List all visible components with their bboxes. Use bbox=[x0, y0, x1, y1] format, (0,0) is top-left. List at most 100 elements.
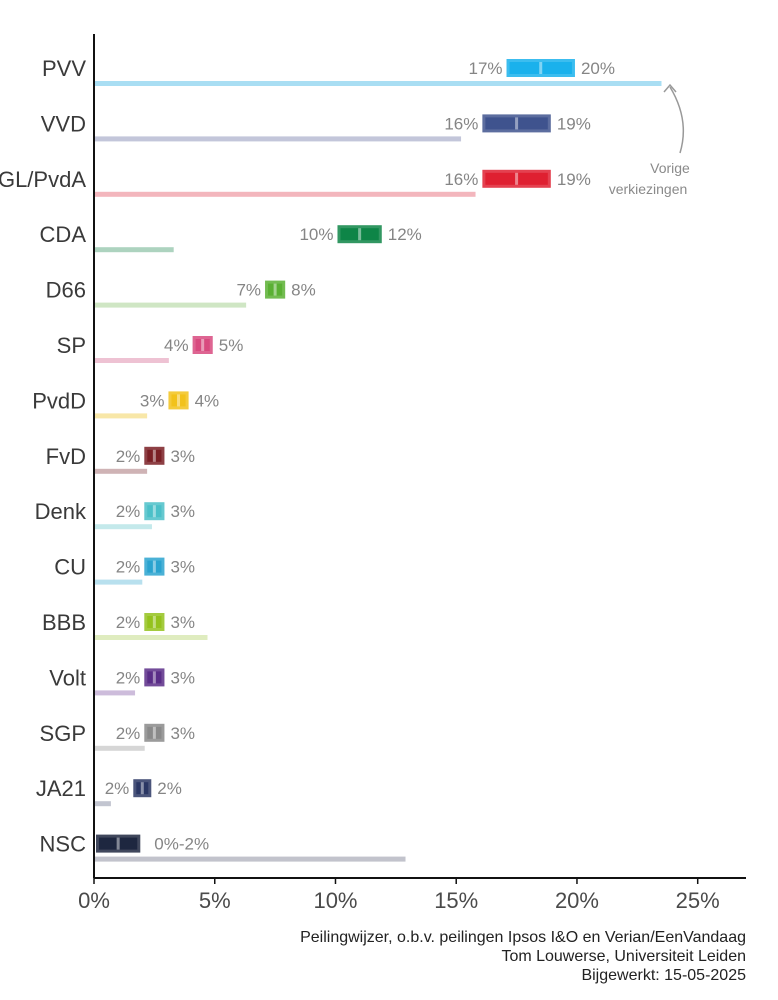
poll-range-inner-bbb bbox=[147, 616, 162, 628]
x-tick-label-0: 0% bbox=[78, 888, 110, 913]
poll-range-midline-cda bbox=[358, 228, 362, 241]
previous-election-bar-bbb bbox=[94, 635, 208, 640]
poll-range-midline-cu bbox=[152, 560, 156, 573]
annotation-text-line1: Vorige bbox=[650, 160, 690, 176]
poll-range-midline-nsc bbox=[116, 837, 120, 850]
party-label-fvd: FvD bbox=[46, 444, 86, 469]
poll-range-inner-pvdd bbox=[171, 394, 186, 407]
previous-election-bar-sp bbox=[94, 358, 169, 363]
previous-election-bar-fvd bbox=[94, 468, 148, 474]
poll-range-inner-sp bbox=[195, 339, 210, 351]
poll-range-inner-cda bbox=[340, 228, 379, 241]
party-label-cu: CU bbox=[54, 555, 86, 580]
high-label-ja21: 2% bbox=[157, 779, 182, 798]
poll-range-inner-denk bbox=[147, 505, 162, 518]
poll-range-inner-cu bbox=[147, 560, 162, 573]
high-label-d66: 8% bbox=[291, 281, 316, 300]
previous-election-bar-ja21 bbox=[94, 801, 111, 807]
poll-range-inner-d66 bbox=[268, 283, 283, 296]
party-label-vvd: VVD bbox=[41, 111, 86, 136]
poll-range-midline-pvdd bbox=[177, 394, 181, 407]
party-label-denk: Denk bbox=[35, 499, 87, 524]
footer-updated: Bijgewerkt: 15-05-2025 bbox=[581, 967, 746, 984]
x-tick-label-2: 10% bbox=[313, 888, 357, 913]
previous-election-bar-d66 bbox=[94, 302, 247, 308]
range-label-nsc: 0%-2% bbox=[154, 835, 209, 854]
poll-range-midline-sgp bbox=[152, 726, 156, 739]
poll-range-inner-fvd bbox=[147, 449, 162, 462]
previous-election-bar-nsc bbox=[94, 856, 406, 862]
low-label-bbb: 2% bbox=[116, 613, 141, 632]
high-label-fvd: 3% bbox=[170, 447, 195, 466]
footer-author: Tom Louwerse, Universiteit Leiden bbox=[501, 948, 746, 965]
x-tick-label-5: 25% bbox=[676, 888, 720, 913]
poll-range-midline-denk bbox=[152, 505, 156, 518]
party-label-ja21: JA21 bbox=[36, 776, 86, 801]
high-label-cu: 3% bbox=[170, 558, 195, 577]
previous-election-bar-denk bbox=[94, 524, 152, 530]
party-label-pvdd: PvdD bbox=[32, 388, 86, 413]
previous-election-bar-cda bbox=[94, 247, 174, 253]
poll-range-midline-pvv bbox=[539, 62, 543, 74]
poll-range-midline-fvd bbox=[152, 449, 156, 462]
annotation-arrow bbox=[669, 86, 685, 154]
footer-source: Peilingwijzer, o.b.v. peilingen Ipsos I&… bbox=[300, 929, 746, 946]
previous-election-bar-pvv bbox=[94, 81, 662, 86]
party-label-cda: CDA bbox=[40, 222, 87, 247]
low-label-fvd: 2% bbox=[116, 447, 141, 466]
chart-footer: Peilingwijzer, o.b.v. peilingen Ipsos I&… bbox=[300, 928, 746, 985]
previous-election-bar-gl-pvda bbox=[94, 191, 476, 197]
low-label-volt: 2% bbox=[116, 668, 141, 687]
annotation-arrowhead bbox=[663, 83, 677, 93]
low-label-sgp: 2% bbox=[116, 724, 141, 743]
party-label-d66: D66 bbox=[46, 278, 86, 303]
poll-range-inner-volt bbox=[147, 671, 162, 684]
poll-range-inner-vvd bbox=[485, 117, 548, 130]
previous-election-bar-volt bbox=[94, 690, 136, 696]
previous-election-bar-vvd bbox=[94, 136, 462, 142]
low-label-cda: 10% bbox=[299, 225, 333, 244]
poll-range-inner-pvv bbox=[509, 62, 572, 74]
low-label-gl-pvda: 16% bbox=[444, 170, 478, 189]
previous-election-bar-sgp bbox=[94, 745, 145, 751]
poll-range-midline-sp bbox=[201, 339, 205, 351]
low-label-pvdd: 3% bbox=[140, 391, 165, 410]
poll-range-midline-bbb bbox=[152, 616, 156, 628]
low-label-cu: 2% bbox=[116, 558, 141, 577]
x-tick-label-4: 20% bbox=[555, 888, 599, 913]
x-tick-label-1: 5% bbox=[199, 888, 231, 913]
poll-range-inner-sgp bbox=[147, 726, 162, 739]
low-label-vvd: 16% bbox=[444, 114, 478, 133]
party-label-sp: SP bbox=[57, 333, 86, 358]
party-label-bbb: BBB bbox=[42, 610, 86, 635]
poll-range-midline-d66 bbox=[273, 283, 277, 296]
low-label-pvv: 17% bbox=[468, 59, 502, 78]
poll-range-midline-ja21 bbox=[140, 782, 144, 795]
poll-range-midline-gl-pvda bbox=[515, 172, 519, 185]
poll-range-inner-ja21 bbox=[136, 782, 149, 795]
party-label-pvv: PVV bbox=[42, 56, 86, 81]
previous-election-bar-cu bbox=[94, 579, 143, 585]
high-label-sp: 5% bbox=[219, 336, 244, 355]
poll-range-inner-nsc bbox=[99, 837, 138, 850]
low-label-d66: 7% bbox=[236, 281, 261, 300]
low-label-denk: 2% bbox=[116, 502, 141, 521]
party-label-gl-pvda: GL/PvdA bbox=[0, 167, 86, 192]
annotation-text-line2: verkiezingen bbox=[609, 181, 688, 197]
high-label-vvd: 19% bbox=[557, 114, 591, 133]
high-label-cda: 12% bbox=[388, 225, 422, 244]
low-label-ja21: 2% bbox=[105, 779, 130, 798]
poll-range-midline-volt bbox=[152, 671, 156, 684]
high-label-denk: 3% bbox=[170, 502, 195, 521]
high-label-gl-pvda: 19% bbox=[557, 170, 591, 189]
poll-range-inner-gl-pvda bbox=[485, 172, 548, 185]
party-label-volt: Volt bbox=[49, 665, 86, 690]
party-label-nsc: NSC bbox=[40, 832, 87, 857]
high-label-pvdd: 4% bbox=[195, 391, 220, 410]
high-label-volt: 3% bbox=[170, 668, 195, 687]
previous-election-bar-pvdd bbox=[94, 413, 148, 419]
poll-range-midline-vvd bbox=[515, 117, 519, 130]
high-label-sgp: 3% bbox=[170, 724, 195, 743]
high-label-pvv: 20% bbox=[581, 59, 615, 78]
